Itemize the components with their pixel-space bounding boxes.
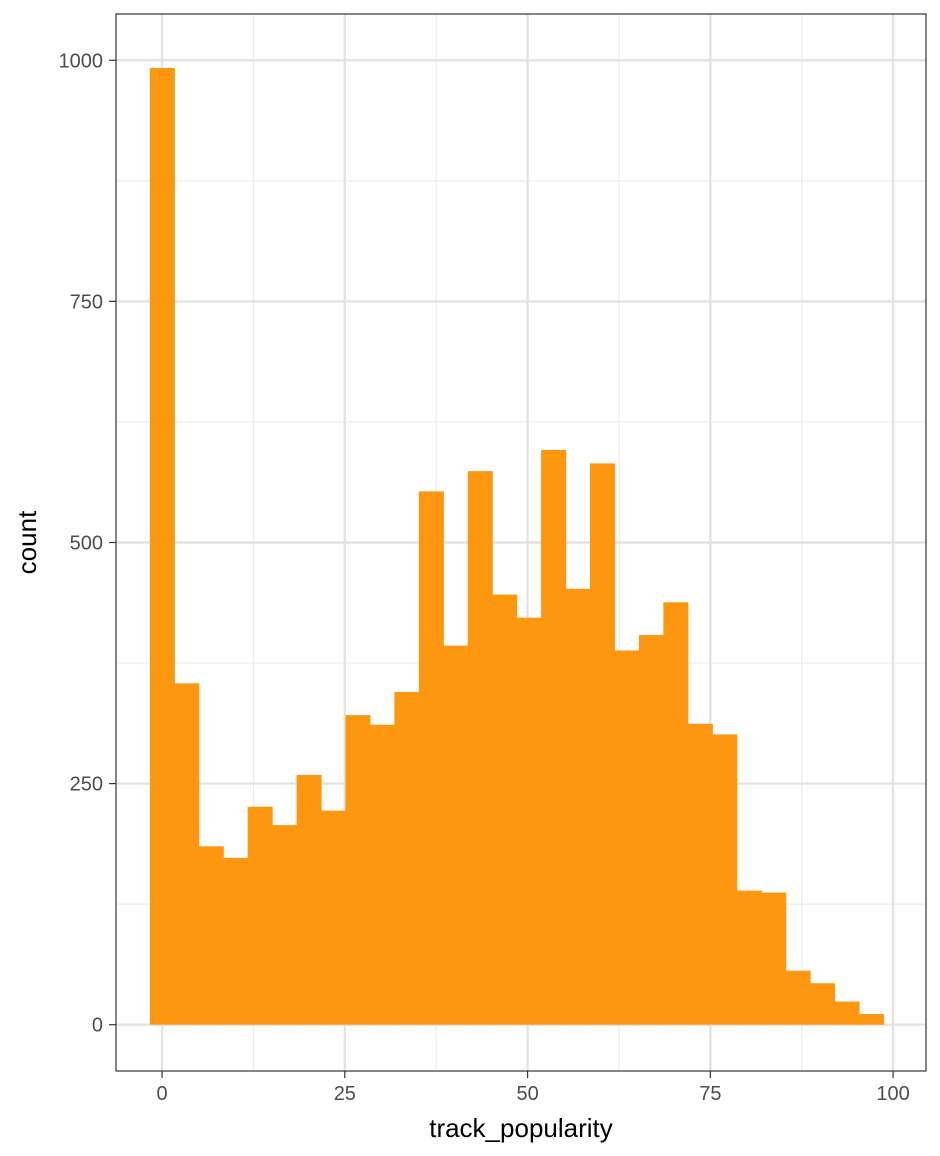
histogram-bar (272, 825, 298, 1025)
x-tick-label: 100 (876, 1083, 909, 1105)
y-tick-label: 500 (70, 533, 103, 555)
histogram-bar (761, 892, 787, 1025)
histogram-bar (369, 724, 395, 1025)
histogram-bar (663, 602, 689, 1025)
y-tick-label: 0 (92, 1015, 103, 1037)
x-tick-label: 75 (699, 1083, 721, 1105)
histogram-bar (321, 810, 347, 1025)
y-axis-title: count (12, 510, 42, 574)
histogram-bar (418, 491, 444, 1025)
histogram-bar (736, 890, 762, 1025)
x-axis-title: track_popularity (429, 1113, 613, 1143)
histogram-bar (589, 463, 616, 1025)
histogram-bar (810, 983, 836, 1025)
y-axis-ticks: 0 250 500 750 1000 (59, 50, 116, 1037)
x-tick-label: 50 (516, 1083, 538, 1105)
histogram-bar (296, 774, 322, 1025)
histogram-bar (467, 471, 493, 1025)
x-tick-label: 0 (156, 1083, 167, 1105)
histogram-bar (687, 723, 713, 1025)
histogram-bar (565, 588, 591, 1025)
x-axis-ticks: 0 25 50 75 100 (156, 1071, 910, 1105)
histogram-bar (223, 857, 249, 1025)
x-tick-label: 25 (334, 1083, 356, 1105)
y-tick-label: 1000 (59, 50, 104, 72)
histogram-bar (247, 806, 273, 1025)
histogram-bar (198, 846, 224, 1025)
histogram-bar (785, 970, 811, 1025)
histogram-bar (149, 68, 175, 1025)
histogram-bar (345, 715, 371, 1025)
histogram-bar (541, 449, 567, 1025)
histogram-bar (394, 691, 420, 1025)
histogram-bar (492, 594, 518, 1025)
histogram-bar (614, 650, 640, 1025)
y-tick-label: 750 (70, 291, 103, 313)
histogram-bar (174, 683, 200, 1025)
histogram-bar (834, 1001, 860, 1025)
histogram-bar (638, 635, 664, 1025)
histogram-bars (149, 68, 885, 1025)
histogram-bar (712, 734, 738, 1025)
histogram-bar (858, 1014, 885, 1025)
y-tick-label: 250 (70, 774, 103, 796)
histogram-bar (443, 645, 469, 1025)
histogram-bar (516, 617, 542, 1025)
